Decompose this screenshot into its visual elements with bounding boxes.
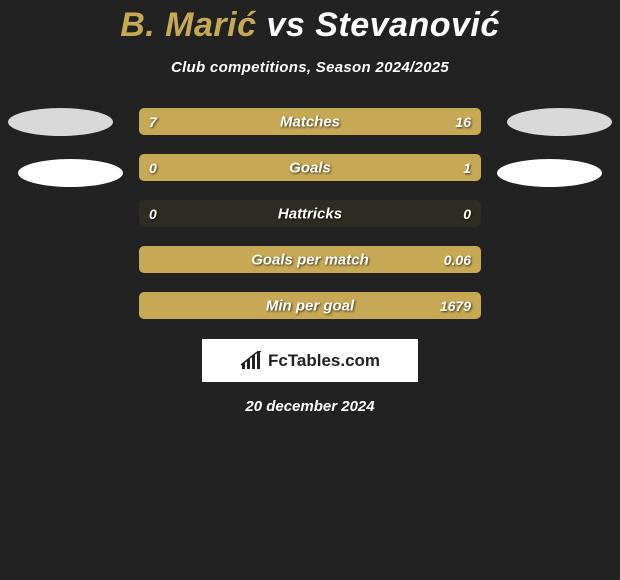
chart-icon [240,351,264,371]
date: 20 december 2024 [0,398,620,415]
player1-name: B. Marić [120,6,256,44]
comparison-content: 716Matches 01Goals 00Hattricks 0.06Goals pe… [0,108,620,415]
player1-badge-secondary [18,159,123,187]
player1-badge-primary [8,108,113,136]
stat-row: 716Matches [139,108,481,135]
logo-text: FcTables.com [268,351,380,371]
stat-label: Hattricks [139,205,481,222]
stat-row: 01Goals [139,154,481,181]
player2-name: Stevanović [315,6,500,44]
comparison-title: B. Marić vs Stevanović [0,0,620,45]
stat-row: 0.06Goals per match [139,246,481,273]
subtitle: Club competitions, Season 2024/2025 [0,59,620,76]
stat-row: 00Hattricks [139,200,481,227]
vs-text: vs [266,6,305,44]
stat-label: Matches [139,113,481,130]
stat-label: Goals [139,159,481,176]
stat-label: Min per goal [139,297,481,314]
logo-box: FcTables.com [202,339,418,382]
player2-badge-primary [507,108,612,136]
stat-label: Goals per match [139,251,481,268]
stat-row: 1679Min per goal [139,292,481,319]
player2-badge-secondary [497,159,602,187]
stat-bars: 716Matches 01Goals 00Hattricks 0.06Goals pe… [139,108,481,319]
